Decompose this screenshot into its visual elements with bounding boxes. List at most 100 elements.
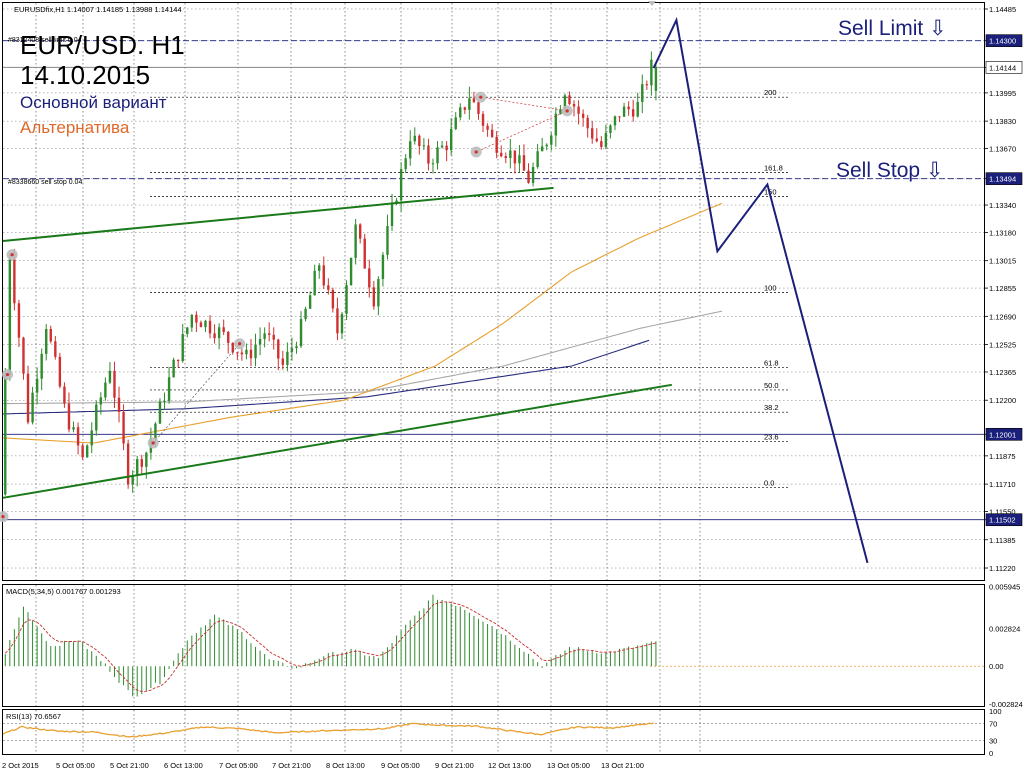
candlesticks: [4, 51, 658, 496]
rsi-tick-label: 70: [989, 720, 997, 729]
candle-body: [354, 224, 357, 258]
sell-stop-label: Sell Stop ⇩: [836, 159, 943, 182]
candle-body: [536, 151, 539, 168]
candle-body: [336, 308, 339, 334]
candle-body: [613, 116, 617, 126]
candle-body: [440, 145, 444, 148]
wave-connector: [152, 343, 240, 444]
candle-body: [631, 109, 635, 117]
candle-body: [331, 289, 335, 309]
order-stop-text: #8338660 sell stop 0.04: [8, 179, 82, 186]
trend-channel: [2, 186, 673, 499]
candle-body: [22, 337, 25, 374]
candle-body: [636, 101, 639, 117]
rsi-line-path: [2, 722, 654, 738]
candle-body: [85, 445, 89, 458]
candle-body: [513, 150, 517, 164]
candle-body: [509, 150, 512, 159]
candle-body: [481, 113, 485, 126]
forecast-line: [652, 16, 869, 564]
candle-body: [581, 113, 585, 118]
candle-body: [90, 430, 93, 446]
candle-body: [117, 397, 121, 412]
price-tick-label: 1.13340: [989, 201, 1016, 210]
candle-body: [122, 411, 125, 444]
candle-body: [140, 459, 143, 467]
candle-body: [58, 356, 62, 387]
candle-body: [258, 338, 262, 345]
candle-body: [399, 169, 403, 201]
rsi-tick-label: 30: [989, 736, 997, 745]
time-axis: 2 Oct 2015 5 Oct 05:00 5 Oct 21:00 6 Oct 13…: [2, 761, 644, 770]
candle-body: [195, 314, 198, 323]
candle-body: [586, 117, 589, 129]
fib-level-label: 161.8: [764, 164, 783, 173]
candle-body: [126, 443, 130, 485]
swing-marker-dot: [474, 150, 478, 154]
candle-body: [591, 128, 594, 139]
candle-body: [208, 320, 212, 334]
candle-body: [249, 349, 253, 359]
time-tick-label: 2 Oct 2015: [2, 761, 39, 770]
candle-body: [181, 334, 184, 362]
candle-body: [63, 386, 66, 404]
candle-body: [358, 224, 362, 239]
candle-body: [422, 145, 426, 147]
candle-body: [349, 257, 353, 286]
swing-marker-dot: [479, 95, 483, 99]
macd-label: MACD(5,34,5) 0.001767 0.001293: [6, 587, 121, 596]
candle-body: [609, 125, 612, 133]
candle-body: [8, 259, 12, 375]
time-tick-label: 9 Oct 05:00: [381, 761, 420, 770]
wave-connector: [476, 96, 569, 153]
symbol-info: EURUSDfix,H1 1.14007 1.14185 1.13988 1.1…: [14, 5, 182, 14]
price-tick-label: 1.12690: [989, 312, 1016, 321]
candle-body: [245, 349, 248, 355]
price-tick-label: 1.11550: [989, 508, 1016, 517]
candle-body: [231, 342, 234, 353]
macd-histogram: 0.005945 0.002824 0.00 -0.002824: [4, 583, 1023, 709]
grid-lines: [3, 3, 984, 754]
candle-body: [113, 370, 116, 398]
price-tick-label: 1.12365: [989, 368, 1016, 377]
candle-body: [313, 270, 316, 296]
candle-body: [340, 313, 344, 334]
ma-gray-line: [3, 310, 723, 405]
candle-body: [81, 445, 84, 458]
candle-body: [500, 152, 503, 157]
price-level-lines: [3, 40, 984, 521]
channel-upper-line: [2, 186, 554, 242]
price-tick-label: 1.11385: [989, 536, 1016, 545]
candle-body: [486, 125, 489, 130]
candle-body: [295, 346, 298, 349]
candle-body: [272, 334, 275, 340]
candle-body: [263, 333, 266, 339]
macd-panel-border: [2, 584, 985, 707]
candle-body: [204, 320, 207, 328]
candle-body: [131, 474, 134, 485]
candle-body: [299, 319, 303, 347]
time-tick-label: 9 Oct 21:00: [435, 761, 474, 770]
candle-body: [26, 373, 30, 423]
time-tick-label: 13 Oct 05:00: [547, 761, 590, 770]
price-tag-box: [985, 172, 1023, 185]
candle-body: [240, 352, 244, 355]
main-panel-border: [2, 2, 985, 581]
candle-body: [4, 374, 7, 495]
candle-body: [409, 141, 412, 159]
candle-body: [454, 117, 457, 130]
price-tick-label: 1.13670: [989, 145, 1016, 154]
time-tick-label: 7 Oct 21:00: [272, 761, 311, 770]
order-limit-text: #8312408 sell limit 0.04: [8, 37, 82, 44]
candle-body: [108, 370, 112, 383]
candle-body: [554, 113, 558, 136]
candle-body: [445, 145, 448, 151]
price-tag-box: [985, 513, 1023, 527]
candle-body: [568, 95, 571, 105]
candle-body: [418, 135, 421, 147]
candle-body: [45, 329, 48, 354]
candle-body: [190, 314, 194, 328]
price-tag-box: [985, 427, 1023, 441]
candle-body: [290, 348, 294, 352]
